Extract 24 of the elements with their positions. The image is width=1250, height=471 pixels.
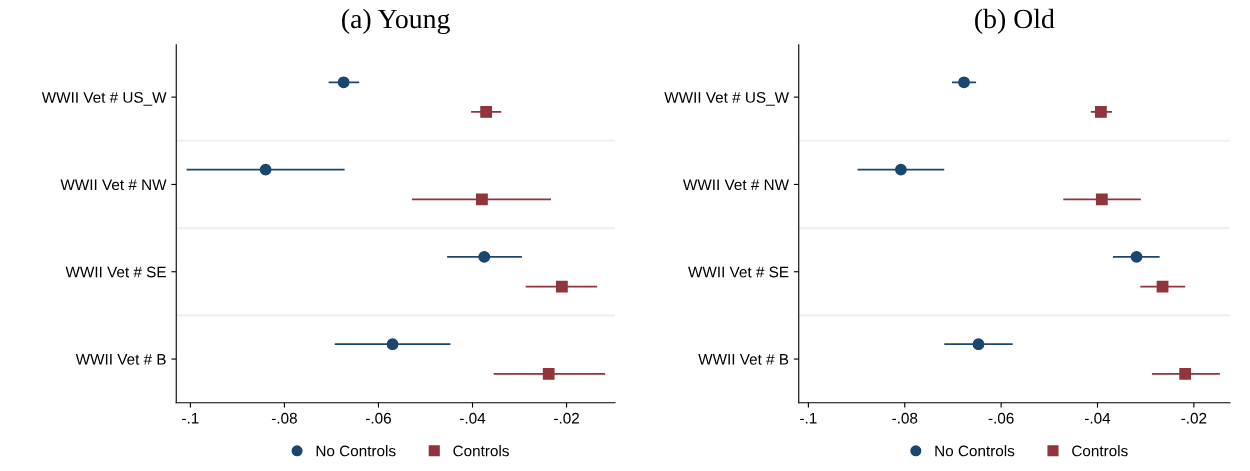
legend-label: Controls (1072, 445, 1128, 457)
x-tick-label: -.08 (892, 412, 918, 424)
legend-label: Controls (453, 445, 509, 457)
x-tick-label: -.04 (460, 412, 486, 424)
y-tick-label: WWII Vet # B (698, 354, 789, 365)
x-tick-label: -.1 (182, 412, 199, 424)
x-tick-label: -.08 (271, 412, 297, 424)
x-tick-label: -.04 (1085, 412, 1111, 424)
x-tick-label: -.06 (988, 412, 1014, 424)
y-tick-label: WWII Vet # NW (682, 179, 789, 191)
y-tick-label: WWII Vet # NW (60, 179, 167, 191)
y-tick-label: WWII Vet # US_W (41, 92, 167, 106)
legend-label: No Controls (316, 445, 396, 457)
legend-label: No Controls (935, 445, 1015, 457)
x-tick-label: -.1 (800, 412, 817, 424)
chart-title: (a) Young (342, 8, 450, 35)
y-tick-label: WWII Vet # US_W (664, 92, 789, 106)
y-tick-label: WWII Vet # B (75, 354, 166, 365)
x-tick-label: -.02 (1181, 412, 1207, 424)
chart-title: (b) Old (975, 8, 1055, 34)
x-tick-label: -.06 (365, 412, 391, 424)
x-tick-label: -.02 (554, 412, 579, 424)
y-tick-label: WWII Vet # SE (688, 266, 789, 278)
y-tick-label: WWII Vet # SE (65, 266, 166, 278)
